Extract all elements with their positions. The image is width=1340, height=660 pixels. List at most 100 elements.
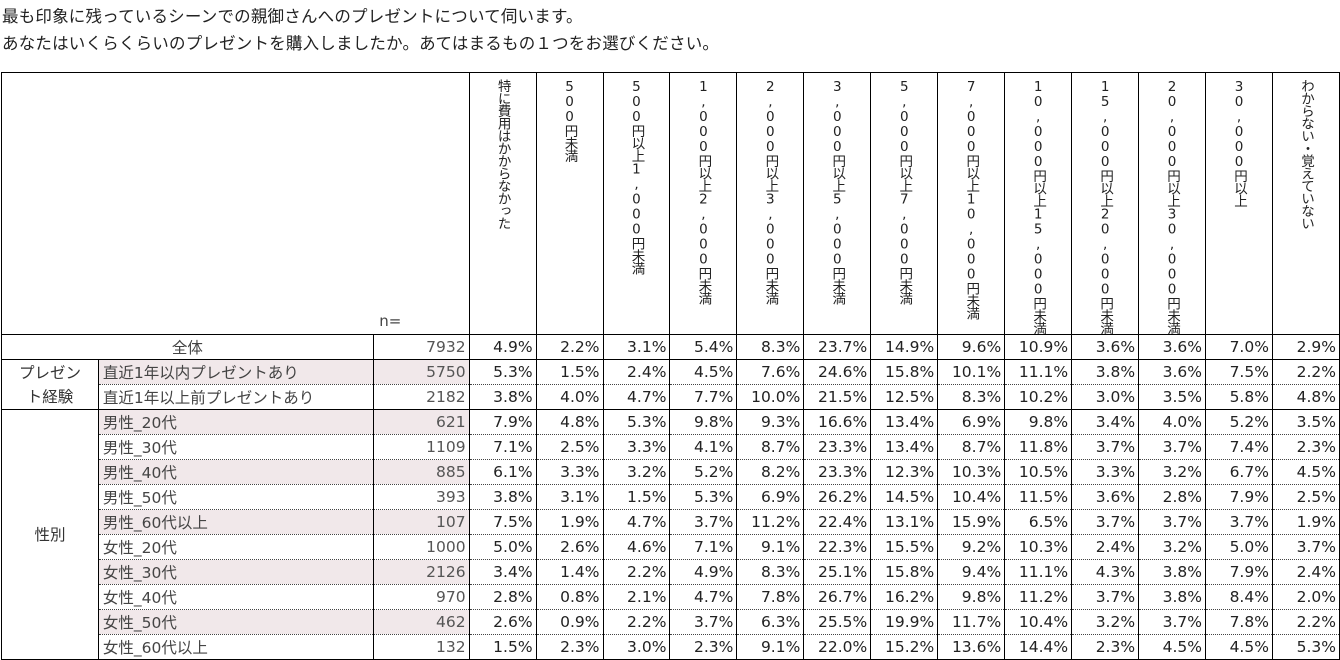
value-cell: 3.7% <box>1271 534 1340 560</box>
value-cell: 1.9% <box>535 509 604 535</box>
value-cell: 9.8% <box>937 584 1006 610</box>
row-n: 885 <box>372 459 470 485</box>
row-n: 1109 <box>372 434 470 460</box>
group-label-line: 性別 <box>34 525 66 544</box>
value-cell: 6.9% <box>937 409 1006 435</box>
table-row: 女性_60代以上 132 1.5% 2.3% 3.0% 2.3% 9.1% 22.0% 15.2… <box>2 634 1340 660</box>
value-cell: 25.5% <box>803 609 872 635</box>
row-label: 直近1年以上前プレゼントあり <box>97 384 374 410</box>
value-cell: 7.1% <box>468 434 537 460</box>
value-cell: 3.2% <box>1138 459 1207 485</box>
value-cell: 15.9% <box>937 509 1006 535</box>
value-cell: 9.3% <box>736 409 805 435</box>
table-row: 女性_20代 1000 5.0% 2.6% 4.6% 7.1% 9.1% 22.3% 15.5%… <box>2 534 1340 560</box>
value-cell: 1.5% <box>602 484 671 510</box>
row-n: 107 <box>372 509 470 535</box>
table-row: プレゼン ト経験 直近1年以内プレゼントあり 5750 5.3% 1.5% 2.4% 4.5%… <box>1 359 1340 410</box>
value-cell: 15.5% <box>870 534 939 560</box>
value-cell: 10.2% <box>1004 384 1073 410</box>
value-cell: 4.0% <box>535 384 604 410</box>
column-header-label: 2,000円以上3,000円未満 <box>762 79 779 304</box>
value-cell: 7.9% <box>468 409 537 435</box>
value-cell: 10.5% <box>1004 459 1073 485</box>
value-cell: 22.0% <box>803 634 872 660</box>
value-cell: 3.5% <box>1138 384 1207 410</box>
column-header-label: 5,000円以上7,000円未満 <box>896 79 913 304</box>
value-cell: 3.6% <box>1071 484 1140 510</box>
row-label: 女性_30代 <box>97 559 374 585</box>
value-cell: 15.8% <box>870 559 939 585</box>
value-cell: 2.8% <box>1138 484 1207 510</box>
column-header-label: 15,000円以上20,000円未満 <box>1097 79 1114 334</box>
value-cell: 11.1% <box>1004 559 1073 585</box>
value-cell: 4.5% <box>669 359 738 385</box>
value-cell: 3.8% <box>1138 584 1207 610</box>
table-row: 男性_30代 1109 7.1% 2.5% 3.3% 4.1% 8.7% 23.3% 13.4%… <box>2 434 1340 460</box>
value-cell: 1.9% <box>1271 509 1340 535</box>
value-cell: 4.8% <box>1271 384 1340 410</box>
row-n: 5750 <box>372 359 470 385</box>
value-cell: 2.4% <box>1271 559 1340 585</box>
value-cell: 7.9% <box>1205 484 1273 510</box>
value-cell: 3.3% <box>535 459 604 485</box>
value-cell: 15.8% <box>870 359 939 385</box>
value-cell: 13.4% <box>870 409 939 435</box>
value-cell: 8.3% <box>736 334 805 360</box>
group-label: 性別 <box>1 409 99 660</box>
value-cell: 2.4% <box>1071 534 1140 560</box>
value-cell: 7.4% <box>1205 434 1273 460</box>
value-cell: 5.3% <box>669 484 738 510</box>
column-header: 5,000円以上7,000円未満 <box>870 72 939 335</box>
value-cell: 9.8% <box>669 409 738 435</box>
value-cell: 7.5% <box>468 509 537 535</box>
group-label: プレゼン ト経験 <box>1 359 99 410</box>
value-cell: 4.5% <box>1205 634 1273 660</box>
table-row: 男性_40代 885 6.1% 3.3% 3.2% 5.2% 8.2% 23.3% 12.3% 1… <box>2 459 1340 485</box>
value-cell: 8.7% <box>736 434 805 460</box>
column-header: わからない・覚えていない <box>1271 72 1340 335</box>
value-cell: 2.1% <box>602 584 671 610</box>
row-n: 1000 <box>372 534 470 560</box>
value-cell: 3.2% <box>1071 609 1140 635</box>
value-cell: 10.3% <box>1004 534 1073 560</box>
value-cell: 6.5% <box>1004 509 1073 535</box>
value-cell: 2.5% <box>535 434 604 460</box>
value-cell: 11.2% <box>736 509 805 535</box>
value-cell: 5.3% <box>1271 634 1340 660</box>
value-cell: 22.4% <box>803 509 872 535</box>
table-row: 男性_50代 393 3.8% 3.1% 1.5% 5.3% 6.9% 26.2% 14.5% 1… <box>2 484 1340 510</box>
row-n: 970 <box>372 584 470 610</box>
value-cell: 11.1% <box>1004 359 1073 385</box>
column-header-label: 特に費用はかからなかった <box>494 79 511 229</box>
row-label: 男性_20代 <box>97 409 374 435</box>
value-cell: 3.7% <box>1138 509 1207 535</box>
value-cell: 3.8% <box>1138 559 1207 585</box>
value-cell: 7.6% <box>736 359 805 385</box>
value-cell: 7.8% <box>1205 609 1273 635</box>
value-cell: 9.4% <box>937 559 1006 585</box>
value-cell: 5.8% <box>1205 384 1273 410</box>
value-cell: 9.6% <box>937 334 1006 360</box>
value-cell: 7.1% <box>669 534 738 560</box>
value-cell: 7.9% <box>1205 559 1273 585</box>
value-cell: 10.1% <box>937 359 1006 385</box>
value-cell: 3.8% <box>1071 359 1140 385</box>
value-cell: 4.0% <box>1138 409 1207 435</box>
value-cell: 14.5% <box>870 484 939 510</box>
table-row: 男性_60代以上 107 7.5% 1.9% 4.7% 3.7% 11.2% 22.4% 13.… <box>2 509 1340 535</box>
value-cell: 2.3% <box>1071 634 1140 660</box>
row-label: 男性_30代 <box>97 434 374 460</box>
value-cell: 12.3% <box>870 459 939 485</box>
value-cell: 14.9% <box>870 334 939 360</box>
value-cell: 24.6% <box>803 359 872 385</box>
value-cell: 6.9% <box>736 484 805 510</box>
row-n: 132 <box>372 634 470 660</box>
value-cell: 3.8% <box>468 484 537 510</box>
row-label: 女性_50代 <box>97 609 374 635</box>
value-cell: 1.5% <box>468 634 537 660</box>
value-cell: 21.5% <box>803 384 872 410</box>
corner-cell <box>1 72 374 335</box>
column-header: 1,000円以上2,000円未満 <box>669 72 738 335</box>
value-cell: 2.2% <box>602 609 671 635</box>
value-cell: 4.3% <box>1071 559 1140 585</box>
